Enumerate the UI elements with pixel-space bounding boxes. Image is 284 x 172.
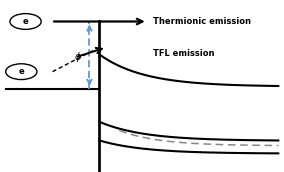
Text: TFL emission: TFL emission xyxy=(153,49,215,57)
Text: $\phi$: $\phi$ xyxy=(74,50,82,64)
Text: Thermionic emission: Thermionic emission xyxy=(153,17,251,26)
Text: e: e xyxy=(18,67,24,76)
Text: e: e xyxy=(23,17,28,26)
